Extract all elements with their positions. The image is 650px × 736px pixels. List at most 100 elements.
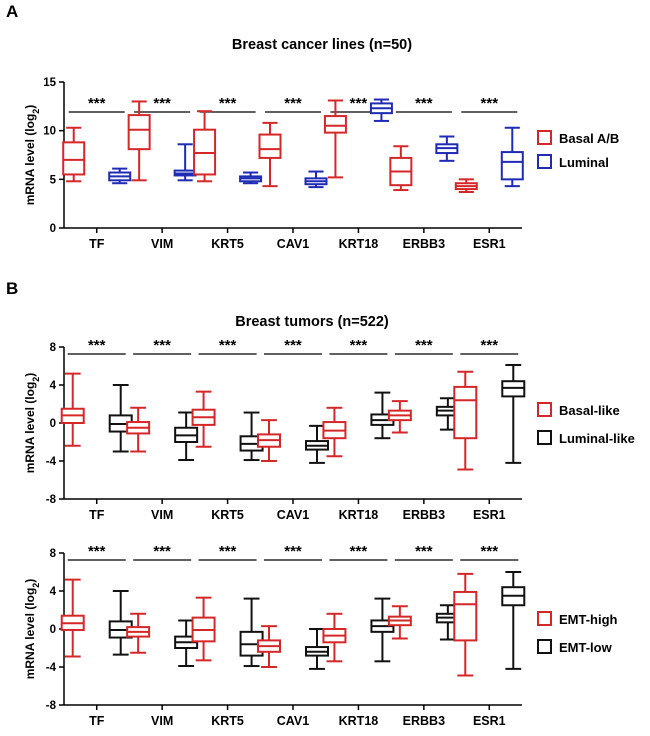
c1-category-label-cav1: CAV1 [277, 508, 309, 522]
c0-significance-label: *** [153, 95, 171, 112]
c2-y-tick-label: -8 [46, 700, 57, 712]
c0-box-basal-a-b-esr1 [454, 178, 478, 193]
c1-legend-swatch-basal-like [537, 402, 552, 417]
c1-significance-label: *** [350, 337, 368, 354]
c1-box-basal-like-vim [126, 406, 151, 453]
c0-significance-label: *** [284, 95, 302, 112]
c2-category-label-krt18: KRT18 [339, 714, 379, 728]
c0-box-luminal-erbb3 [435, 135, 459, 162]
c0-box-luminal-cav1 [304, 170, 328, 189]
c0-y-tick-label: 15 [43, 77, 56, 89]
c2-category-label-esr1: ESR1 [473, 714, 506, 728]
c2-significance-label: *** [153, 543, 171, 560]
chart-emt-tumors: -8 -4 0 4 8 mRNA level (log2) TF *** VIM *** KRT5 *… [23, 543, 618, 728]
c1-box-luminal-like-erbb3 [435, 397, 460, 431]
c0-box-basal-a-b-erbb3 [389, 145, 413, 192]
c2-box-emt-high-tf [60, 578, 85, 658]
c1-legend-label-basal-like: Basal-like [559, 403, 620, 418]
c0-box-luminal-vim [173, 143, 197, 182]
c0-significance-label: *** [88, 95, 106, 112]
c1-y-tick-label: -4 [46, 456, 57, 468]
c0-box-luminal-krt5 [239, 171, 263, 185]
c2-category-label-krt5: KRT5 [211, 714, 244, 728]
c0-category-label-cav1: CAV1 [277, 237, 309, 251]
c0-box-luminal-tf [108, 167, 132, 185]
c2-box-emt-high-krt5 [191, 596, 216, 662]
c1-box-luminal-like-vim [174, 411, 199, 462]
box-iqr [453, 590, 478, 642]
box-iqr [453, 385, 478, 440]
c0-box-basal-a-b-krt5 [193, 110, 217, 183]
c0-category-label-erbb3: ERBB3 [403, 237, 445, 251]
box-iqr [258, 133, 282, 159]
c0-significance-label: *** [481, 95, 499, 112]
c0-box-basal-a-b-tf [62, 126, 86, 183]
c2-significance-label: *** [481, 543, 499, 560]
c1-box-basal-like-tf [60, 372, 85, 447]
c1-category-label-tf: TF [89, 508, 105, 522]
c0-box-luminal-esr1 [500, 126, 524, 188]
c0-y-tick-label: 5 [50, 174, 57, 186]
c0-category-label-tf: TF [89, 237, 105, 251]
box-iqr [127, 114, 151, 151]
c1-box-luminal-like-cav1 [305, 424, 329, 464]
chart-breast-cancer-lines: Breast cancer lines (n=50) 0 5 10 15 mRNA lev… [23, 37, 619, 251]
c0-box-luminal-krt18 [369, 98, 393, 122]
c1-box-basal-like-erbb3 [387, 400, 412, 434]
c1-category-label-esr1: ESR1 [473, 508, 506, 522]
c2-category-label-tf: TF [89, 714, 105, 728]
panel-letter-b: B [6, 279, 18, 298]
c0-category-label-krt18: KRT18 [339, 237, 379, 251]
c2-significance-label: *** [415, 543, 433, 560]
panel-letter-a: A [6, 2, 18, 21]
c0-legend-swatch-basal-a-b [537, 130, 552, 145]
c0-category-label-vim: VIM [151, 237, 173, 251]
c1-y-tick-label: 0 [50, 418, 56, 430]
c2-box-emt-high-esr1 [453, 572, 478, 677]
c1-box-basal-like-esr1 [453, 370, 478, 471]
box-iqr [323, 115, 347, 134]
c1-significance-label: *** [415, 337, 433, 354]
box-iqr [500, 151, 524, 181]
c0-legend-label-basal-a-b: Basal A/B [559, 131, 619, 146]
c0-y-tick-label: 0 [50, 223, 56, 235]
box-iqr [62, 141, 86, 176]
c0-significance-label: *** [350, 95, 368, 112]
c0-y-tick-label: 10 [43, 126, 56, 138]
c2-legend-swatch-emt-low [537, 639, 552, 654]
c2-y-tick-label: -4 [46, 662, 57, 674]
c2-category-label-vim: VIM [151, 714, 173, 728]
c1-y-axis-title: mRNA level (log2) [23, 373, 41, 474]
c1-significance-label: *** [284, 337, 302, 354]
c2-box-emt-low-esr1 [501, 571, 526, 670]
c1-box-basal-like-cav1 [257, 419, 281, 462]
c0-box-basal-a-b-krt18 [323, 99, 347, 179]
c1-significance-label: *** [88, 337, 106, 354]
c1-title: Breast tumors (n=522) [235, 314, 389, 330]
c1-box-basal-like-krt18 [322, 406, 347, 458]
c0-significance-label: *** [219, 95, 237, 112]
c2-box-emt-high-vim [126, 612, 151, 654]
c0-box-basal-a-b-vim [127, 100, 151, 182]
c1-category-label-krt18: KRT18 [339, 508, 379, 522]
c1-category-label-vim: VIM [151, 508, 173, 522]
c1-y-tick-label: 4 [50, 380, 57, 392]
c2-legend-label-emt-low: EMT-low [559, 640, 613, 655]
c2-category-label-cav1: CAV1 [277, 714, 309, 728]
c1-box-basal-like-krt5 [191, 390, 216, 448]
c2-legend-label-emt-high: EMT-high [559, 612, 618, 627]
c0-title: Breast cancer lines (n=50) [232, 37, 412, 53]
c0-box-basal-a-b-cav1 [258, 121, 282, 188]
c0-significance-label: *** [415, 95, 433, 112]
c1-legend-swatch-luminal-like [537, 430, 552, 445]
c2-significance-label: *** [219, 543, 237, 560]
c1-significance-label: *** [153, 337, 171, 354]
chart-breast-tumors: Breast tumors (n=522) -8 -4 0 4 8 mRNA level (… [23, 314, 635, 522]
c1-box-luminal-like-tf [108, 384, 133, 453]
c0-legend-swatch-luminal [537, 154, 552, 169]
c0-category-label-esr1: ESR1 [473, 237, 506, 251]
c2-significance-label: *** [88, 543, 106, 560]
c1-legend-label-luminal-like: Luminal-like [559, 431, 635, 446]
c0-y-axis-title: mRNA level (log2) [23, 105, 41, 206]
